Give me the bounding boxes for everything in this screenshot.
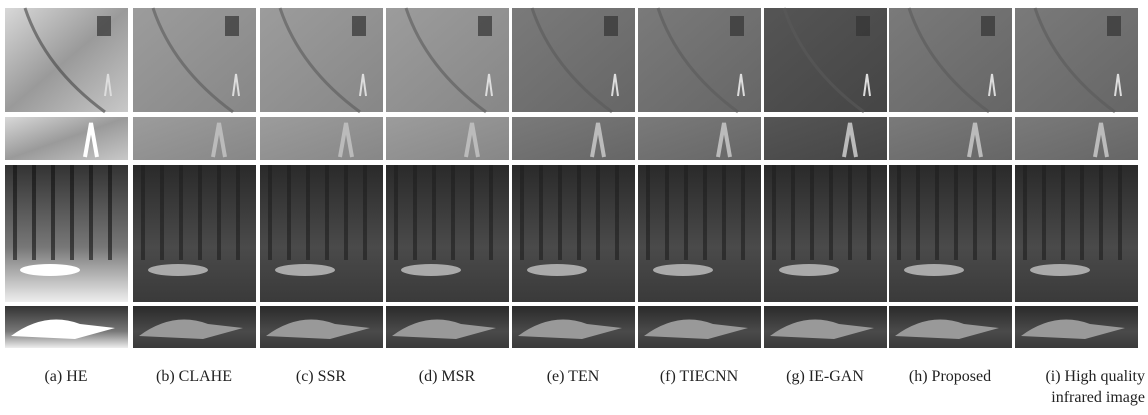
panel-caption: (c) SSR <box>258 366 384 387</box>
image-detail <box>791 165 795 260</box>
image-detail <box>394 165 398 260</box>
image-detail <box>97 16 111 36</box>
image-detail <box>413 165 417 260</box>
panel-caption: (b) CLAHE <box>131 366 257 387</box>
image-detail <box>867 165 871 260</box>
image-detail <box>779 264 839 276</box>
image-detail <box>108 165 112 260</box>
image-panel <box>512 117 635 160</box>
image-detail <box>741 165 745 260</box>
image-detail <box>973 165 977 260</box>
image-panel <box>386 117 509 160</box>
image-detail <box>904 264 964 276</box>
image-detail <box>848 165 852 260</box>
image-detail <box>520 165 524 260</box>
image-detail <box>577 165 581 260</box>
image-detail <box>225 16 239 36</box>
image-detail <box>1107 16 1121 36</box>
image-detail <box>1061 165 1065 260</box>
image-detail <box>20 264 80 276</box>
image-detail <box>1030 264 1090 276</box>
image-detail <box>539 165 543 260</box>
image-panel <box>889 117 1012 160</box>
panel-caption: (i) High quality infrared image <box>1009 366 1145 408</box>
image-detail <box>1023 165 1027 260</box>
image-detail <box>432 165 436 260</box>
image-detail <box>653 264 713 276</box>
image-detail <box>856 16 870 36</box>
image-detail <box>141 165 145 260</box>
image-panel <box>764 117 887 160</box>
panel-caption: (e) TEN <box>510 366 636 387</box>
panel-caption: (a) HE <box>3 366 129 387</box>
image-detail <box>916 165 920 260</box>
image-detail <box>401 264 461 276</box>
image-detail <box>217 165 221 260</box>
image-detail <box>596 165 600 260</box>
image-detail <box>325 165 329 260</box>
image-detail <box>665 165 669 260</box>
image-grid <box>0 0 1148 360</box>
panel-caption: (d) MSR <box>384 366 510 387</box>
image-detail <box>829 165 833 260</box>
panel-caption: (g) IE-GAN <box>762 366 888 387</box>
image-detail <box>772 165 776 260</box>
image-detail <box>604 16 618 36</box>
image-detail <box>470 165 474 260</box>
panel-caption: (f) TIECNN <box>636 366 762 387</box>
image-detail <box>32 165 36 260</box>
image-detail <box>268 165 272 260</box>
image-detail <box>527 264 587 276</box>
image-detail <box>306 165 310 260</box>
image-detail <box>451 165 455 260</box>
image-detail <box>684 165 688 260</box>
image-detail <box>954 165 958 260</box>
image-detail <box>236 165 240 260</box>
image-detail <box>179 165 183 260</box>
image-detail <box>935 165 939 260</box>
image-panel <box>1015 117 1138 160</box>
image-detail <box>810 165 814 260</box>
image-detail <box>730 16 744 36</box>
figure: (a) HE(b) CLAHE(c) SSR(d) MSR(e) TEN(f) … <box>0 0 1148 415</box>
image-detail <box>344 165 348 260</box>
image-detail <box>1099 165 1103 260</box>
image-detail <box>51 165 55 260</box>
image-detail <box>1042 165 1046 260</box>
image-detail <box>981 16 995 36</box>
image-detail <box>160 165 164 260</box>
image-panel <box>260 117 383 160</box>
image-detail <box>70 165 74 260</box>
image-detail <box>287 165 291 260</box>
image-detail <box>89 165 93 260</box>
image-detail <box>489 165 493 260</box>
image-detail <box>615 165 619 260</box>
image-panel <box>5 117 128 160</box>
image-detail <box>646 165 650 260</box>
panel-caption: (h) Proposed <box>887 366 1013 387</box>
image-detail <box>992 165 996 260</box>
image-panel <box>638 117 761 160</box>
image-detail <box>1118 165 1122 260</box>
image-detail <box>148 264 208 276</box>
image-panel <box>133 117 256 160</box>
image-detail <box>703 165 707 260</box>
image-detail <box>558 165 562 260</box>
image-detail <box>13 165 17 260</box>
image-detail <box>352 16 366 36</box>
image-detail <box>198 165 202 260</box>
image-detail <box>1080 165 1084 260</box>
image-detail <box>363 165 367 260</box>
image-detail <box>722 165 726 260</box>
image-detail <box>275 264 335 276</box>
image-detail <box>897 165 901 260</box>
image-detail <box>478 16 492 36</box>
